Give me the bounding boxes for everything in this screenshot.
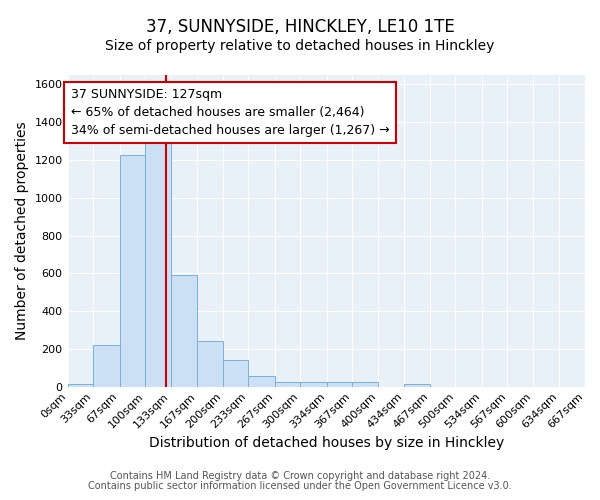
Bar: [93, 345, 119, 387]
Bar: [68, 384, 93, 386]
Bar: [404, 384, 430, 386]
Bar: [223, 360, 248, 386]
Text: Contains HM Land Registry data © Crown copyright and database right 2024.: Contains HM Land Registry data © Crown c…: [110, 471, 490, 481]
Bar: [352, 382, 378, 386]
Bar: [197, 342, 223, 386]
Bar: [145, 143, 171, 386]
Text: 37 SUNNYSIDE: 127sqm
← 65% of detached houses are smaller (2,464)
34% of semi-de: 37 SUNNYSIDE: 127sqm ← 65% of detached h…: [71, 88, 389, 137]
Bar: [119, 156, 145, 386]
Bar: [300, 382, 326, 386]
Text: Size of property relative to detached houses in Hinckley: Size of property relative to detached ho…: [106, 39, 494, 53]
Bar: [248, 376, 275, 386]
Bar: [326, 382, 352, 386]
Text: 37, SUNNYSIDE, HINCKLEY, LE10 1TE: 37, SUNNYSIDE, HINCKLEY, LE10 1TE: [146, 18, 454, 36]
X-axis label: Distribution of detached houses by size in Hinckley: Distribution of detached houses by size …: [149, 436, 504, 450]
Bar: [171, 275, 197, 386]
Text: Contains public sector information licensed under the Open Government Licence v3: Contains public sector information licen…: [88, 481, 512, 491]
Bar: [275, 382, 300, 386]
Y-axis label: Number of detached properties: Number of detached properties: [15, 122, 29, 340]
